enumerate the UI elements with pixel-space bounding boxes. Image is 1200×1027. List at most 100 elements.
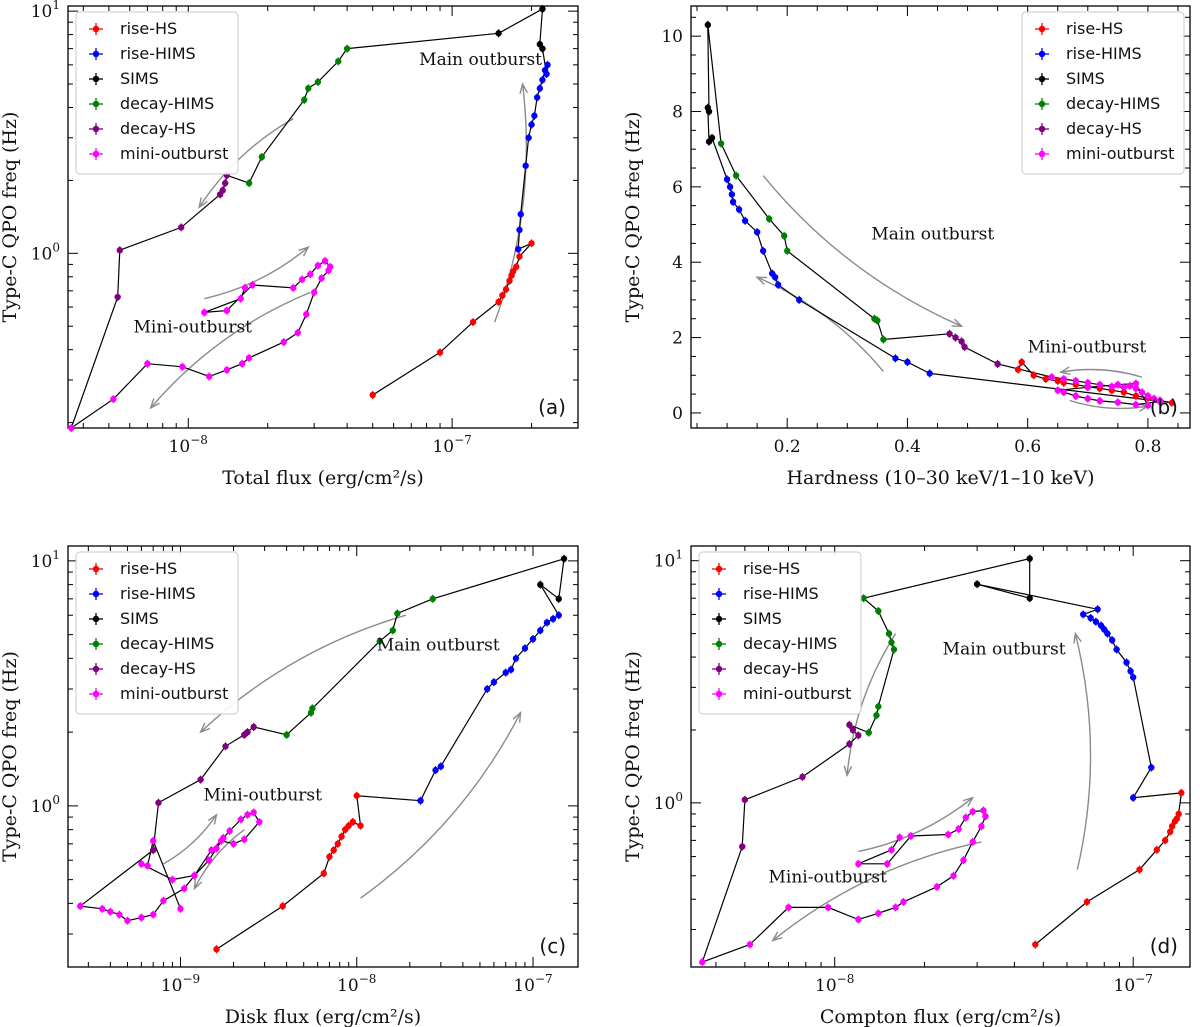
data-point: [537, 627, 544, 634]
data-point: [1120, 384, 1128, 391]
data-point: [394, 610, 401, 617]
panel-c: 10−9 10−8 10−7 100 101 Disk flux (erg/cm²/s) T…: [0, 545, 579, 1027]
direction-arrowhead: [843, 765, 853, 778]
series-line-mini-outburst: [702, 809, 987, 963]
data-point: [307, 709, 315, 716]
data-point: [1096, 381, 1104, 388]
panel-label: (c): [539, 934, 566, 958]
data-point: [1120, 389, 1128, 396]
direction-arrow: [858, 797, 974, 853]
legend-label: rise-HIMS: [120, 584, 196, 603]
data-point: [880, 336, 887, 343]
series-connector: [997, 363, 1052, 378]
direction-arrowhead: [193, 878, 203, 891]
direction-arrowhead: [298, 245, 310, 257]
data-point: [560, 555, 568, 562]
direction-arrow: [163, 814, 218, 865]
data-point: [1132, 392, 1140, 400]
data-point: [1083, 898, 1091, 906]
data-point: [973, 580, 981, 588]
data-point: [499, 292, 506, 299]
data-point: [177, 224, 185, 231]
data-point: [759, 247, 767, 255]
data-point: [1178, 789, 1185, 797]
data-point: [138, 914, 145, 921]
data-point: [149, 837, 157, 845]
series-decay-hims: [283, 594, 436, 739]
axis-ticks: [691, 6, 1190, 428]
y-tick-label: 101: [654, 548, 683, 572]
data-point: [517, 211, 524, 218]
data-point: [537, 581, 544, 588]
data-point: [978, 823, 985, 830]
x-axis-title: Compton flux (erg/cm²/s): [820, 1006, 1061, 1027]
data-point: [110, 395, 117, 403]
data-point: [179, 363, 186, 370]
data-point: [768, 270, 776, 277]
series-line-mini-outburst: [80, 811, 261, 922]
data-point: [1072, 377, 1079, 385]
legend-label: rise-HIMS: [743, 584, 819, 603]
data-point: [1136, 866, 1143, 873]
data-point: [369, 391, 376, 399]
legend-marker: [92, 75, 100, 83]
direction-arrow: [204, 246, 309, 300]
data-point: [107, 908, 114, 915]
legend-entry-rise-hs: rise-HS: [89, 559, 177, 578]
series-connector: [707, 24, 722, 144]
data-point: [885, 630, 893, 637]
series-decay-hims: [860, 594, 898, 737]
panel-d: 10−8 10−7 100 101 Compton flux (erg/cm²/s) Ty…: [622, 545, 1191, 1027]
data-point: [436, 349, 444, 356]
data-point: [250, 809, 257, 816]
data-point: [155, 799, 162, 806]
plot-frame: [690, 545, 1191, 968]
data-point: [849, 726, 857, 734]
data-point: [846, 721, 853, 729]
data-point: [896, 834, 903, 841]
y-tick-label: 100: [31, 240, 60, 264]
series-line-decay-hims: [248, 48, 348, 184]
data-point: [1113, 646, 1120, 653]
series-connector: [977, 583, 1098, 610]
y-tick-label: 4: [672, 253, 683, 273]
data-point: [780, 232, 788, 240]
data-point: [1018, 358, 1025, 366]
data-point: [1129, 674, 1137, 681]
data-point: [300, 96, 308, 104]
data-point: [531, 112, 538, 119]
annotation-mini-outburst: Mini-outburst: [203, 786, 322, 806]
data-point: [746, 941, 754, 948]
legend-marker: [1038, 150, 1046, 158]
legend-entry-decay-hims: decay-HIMS: [1035, 94, 1160, 113]
series-connector: [929, 372, 1173, 404]
data-point: [429, 595, 436, 603]
legend-label: rise-HS: [120, 19, 177, 38]
data-point: [907, 832, 915, 840]
direction-arrowhead: [951, 318, 964, 328]
panel-b: 0.2 0.4 0.6 0.8 0 2 4 6 8 10 Hardness (10–30 keV/1…: [622, 5, 1191, 489]
series-line-decay-hims: [863, 597, 895, 733]
direction-arrowhead: [199, 722, 211, 734]
series-decay-hs: [946, 329, 1001, 368]
data-point: [900, 898, 907, 906]
legend-label: SIMS: [743, 609, 782, 628]
data-point: [765, 215, 773, 223]
data-point: [279, 902, 286, 910]
data-point: [514, 245, 522, 253]
data-point: [320, 870, 327, 877]
series-line-decay-hs: [741, 724, 860, 847]
data-point: [330, 846, 337, 854]
series-line-rise-hs: [372, 242, 532, 396]
legend-entry-decay-hs: decay-HS: [89, 119, 196, 138]
legend-box: [75, 11, 239, 175]
series-decay-hims: [717, 139, 887, 344]
data-point: [741, 796, 749, 803]
series-mini-outburst: [68, 256, 334, 432]
axis-ticks: [68, 546, 578, 967]
data-point: [980, 807, 987, 814]
series-rise-hs: [1032, 788, 1185, 949]
data-point: [1096, 397, 1104, 405]
direction-arrowhead: [512, 711, 522, 723]
data-point: [741, 217, 749, 224]
